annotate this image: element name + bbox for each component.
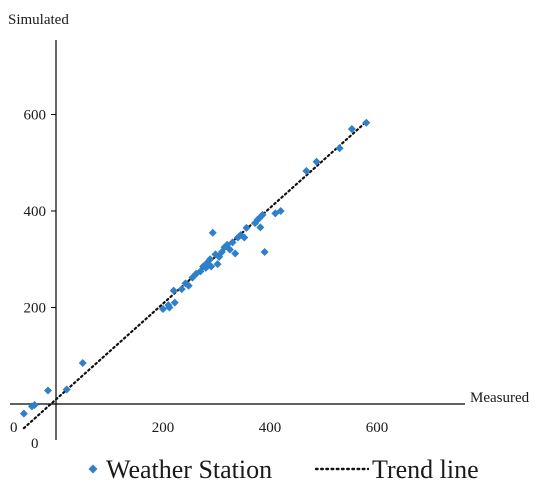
data-point (258, 210, 267, 219)
data-point (78, 358, 87, 367)
data-point (231, 249, 240, 258)
data-point (206, 255, 215, 264)
scatter-points (19, 118, 371, 418)
legend-label-weather-station: Weather Station (106, 455, 272, 484)
data-point (302, 166, 311, 175)
data-point (347, 124, 356, 133)
data-point (170, 298, 179, 307)
y-tick-label: 400 (24, 204, 47, 220)
legend-label-trend-line: Trend line (372, 455, 479, 484)
data-point (228, 238, 237, 247)
x-tick-label: 200 (152, 420, 175, 436)
data-point (159, 304, 167, 313)
data-point (169, 286, 178, 295)
y-axis-ticks: 200 400 600 (24, 108, 56, 317)
y-tick-label: 200 (24, 301, 47, 317)
data-point (19, 409, 28, 418)
y-axis-title: Simulated (8, 12, 69, 28)
data-point (276, 207, 285, 215)
legend-marker-weather-station (88, 464, 98, 474)
legend: Weather Station Trend line (88, 455, 479, 484)
data-point (312, 157, 321, 166)
data-point (30, 400, 39, 409)
data-point (260, 248, 269, 257)
data-point (208, 228, 217, 237)
data-point (242, 223, 251, 232)
data-point (43, 386, 52, 395)
data-point (177, 285, 186, 294)
x-tick-label: 0 (10, 420, 18, 436)
data-point (362, 118, 371, 127)
data-point (240, 233, 249, 242)
x-tick-label: 600 (366, 420, 389, 436)
y-tick-label: 600 (24, 108, 47, 124)
x-tick-label: 400 (259, 420, 282, 436)
y-tick-label-zero: 0 (31, 436, 39, 452)
data-point (165, 303, 174, 312)
data-point (213, 260, 222, 269)
data-point (184, 281, 193, 290)
data-point (225, 245, 234, 254)
x-axis-title: Measured (470, 390, 530, 406)
x-axis-ticks: 0 200 400 600 (10, 420, 388, 436)
data-point (256, 223, 265, 232)
data-point (62, 385, 71, 394)
data-point (207, 262, 216, 271)
data-point (335, 144, 344, 153)
